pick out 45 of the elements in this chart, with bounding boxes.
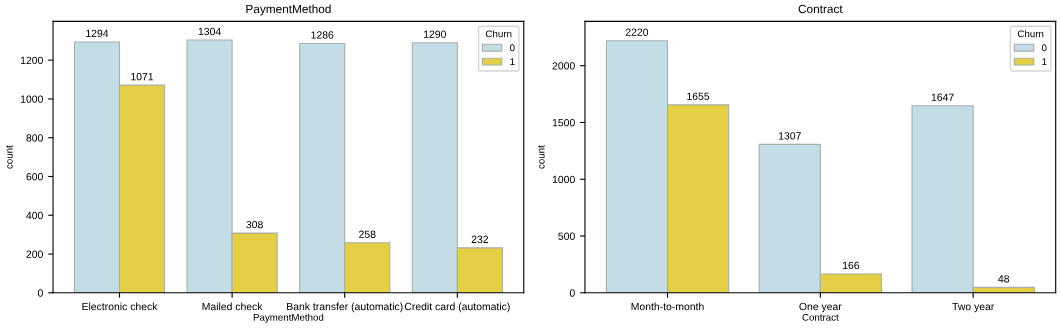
data-label: 2220 — [625, 28, 649, 36]
x-axis-title: PaymentMethod — [253, 313, 324, 323]
x-tick-label: Electronic check — [82, 302, 158, 311]
data-label: 308 — [246, 220, 263, 229]
data-label: 1071 — [131, 72, 154, 81]
data-label: 1290 — [424, 30, 446, 38]
y-tick-label: 0 — [569, 289, 575, 297]
x-axis-title: Contract — [802, 313, 839, 321]
legend-label: 0 — [1041, 44, 1047, 52]
x-tick-label: Credit card (automatic) — [404, 302, 510, 313]
x-tick-label: Two year — [952, 302, 995, 313]
legend-label: 1 — [1042, 58, 1047, 66]
x-tick-label: One year — [799, 302, 842, 313]
y-tick-label: 800 — [26, 134, 43, 142]
y-axis-title: count — [538, 145, 545, 169]
legend-title: Churn — [485, 30, 512, 38]
y-tick-label: 200 — [26, 250, 43, 258]
y-tick-label: 600 — [26, 172, 43, 181]
y-tick-label: 1500 — [552, 118, 575, 127]
data-label: 166 — [843, 261, 860, 270]
chart-title: Contract — [798, 4, 843, 14]
y-tick-label: 1200 — [20, 56, 43, 65]
y-tick-label: 1000 — [552, 175, 575, 184]
legend-label: 1 — [510, 58, 515, 66]
x-tick-label: Month-to-month — [631, 302, 704, 311]
data-label: 1655 — [687, 92, 710, 101]
y-tick-label: 500 — [558, 232, 575, 240]
data-label: 1286 — [311, 31, 334, 39]
data-label: 1307 — [778, 132, 801, 140]
y-tick-label: 1000 — [20, 95, 43, 103]
y-tick-label: 0 — [37, 289, 43, 297]
data-label: 232 — [471, 235, 489, 243]
chart-title: PaymentMethod — [246, 4, 331, 16]
data-label: 1304 — [198, 27, 221, 36]
data-label: 1294 — [86, 29, 109, 38]
y-tick-label: 2000 — [552, 62, 575, 70]
data-label: 1647 — [931, 93, 954, 101]
x-tick-label: Bank transfer (automatic) — [287, 302, 403, 313]
y-axis-title: count — [6, 145, 13, 169]
y-tick-label: 400 — [26, 211, 43, 220]
x-tick-label: Mailed check — [202, 302, 263, 311]
data-label: 258 — [359, 230, 376, 238]
legend-label: 0 — [510, 44, 515, 52]
legend-title: Churn — [1017, 30, 1044, 38]
data-label: 48 — [998, 275, 1010, 283]
